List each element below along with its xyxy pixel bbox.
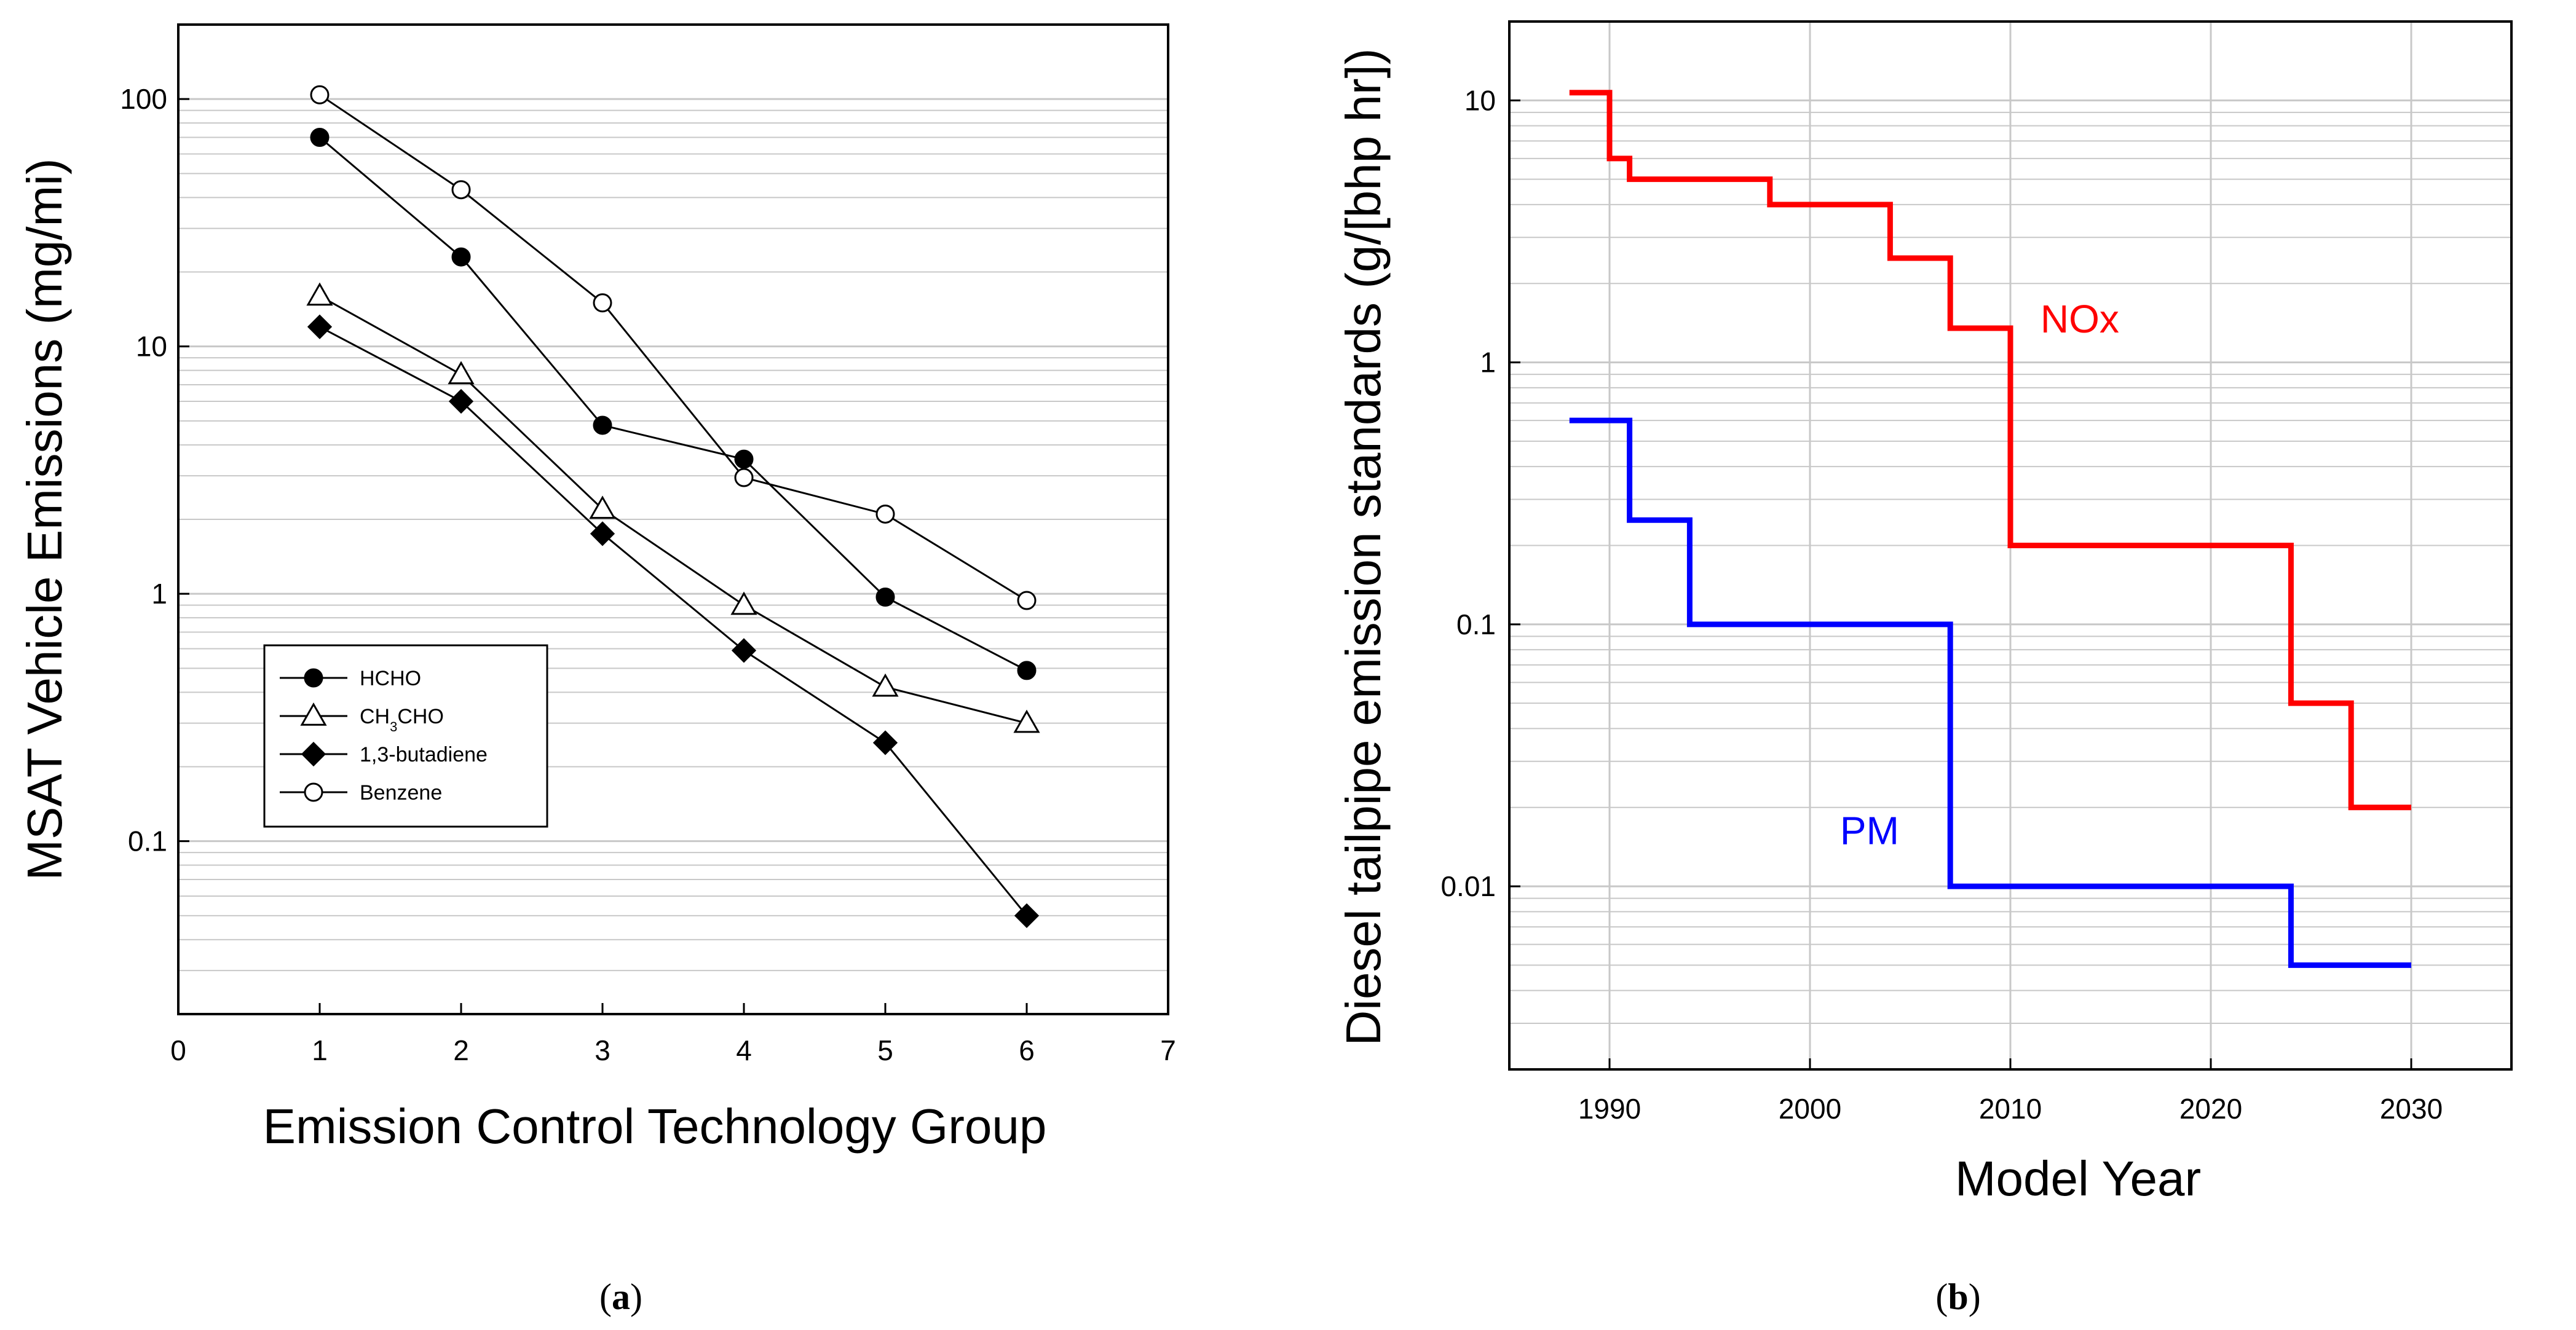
legend-marker-hcho	[304, 668, 323, 688]
data-point-ch3cho	[1013, 709, 1040, 733]
panel-a-label-letter: a	[612, 1277, 630, 1317]
series-line-benzene	[319, 94, 1027, 602]
legend-marker-1-3-butadiene	[301, 741, 326, 767]
panel-a-x-tick-label: 6	[1019, 1034, 1035, 1066]
data-point-hcho	[875, 587, 895, 607]
panel-b-y-tick-label: 0.01	[1440, 870, 1496, 902]
panel-a-y-tick-label: 1	[151, 578, 167, 610]
panel-b-chart: 1990 2000 2010 2020 2030 0.01 0.1 1 10 NOx PM Mo…	[1336, 20, 2513, 1317]
panel-a-x-ticks: 0 1 2 3 4 5 6 7	[170, 1003, 1176, 1066]
data-point-benzene	[875, 504, 895, 524]
panel-a-series	[306, 85, 1040, 928]
data-point-hcho	[734, 449, 754, 469]
panel-a-plot-frame	[177, 23, 1169, 1015]
legend-marker-ch3cho	[300, 702, 327, 726]
series-line-hcho	[319, 136, 1027, 672]
panel-a-x-tick-label: 0	[170, 1034, 186, 1066]
legend-label-hcho: HCHO	[360, 667, 421, 690]
panel-a-legend: HCHO CH3CHO 1,3-butadiene Benzene	[263, 644, 548, 828]
data-point-1-3-butadiene	[872, 730, 898, 755]
series-line-pm	[1569, 417, 2411, 968]
data-point-ch3cho	[306, 282, 333, 306]
panel-b-y-ticks: 0.01 0.1 1 10	[1440, 84, 1520, 902]
data-point-benzene	[734, 468, 754, 487]
data-point-ch3cho	[730, 591, 757, 615]
panel-b-x-tick-label: 2000	[1779, 1093, 1841, 1125]
panel-a-y-tick-label: 10	[136, 331, 167, 363]
panel-a-x-tick-label: 3	[595, 1034, 610, 1066]
panel-b-x-tick-label: 1990	[1578, 1093, 1641, 1125]
panel-a-x-tick-label: 2	[453, 1034, 469, 1066]
data-point-ch3cho	[448, 361, 475, 385]
panel-a-x-tick-label: 1	[312, 1034, 328, 1066]
panel-a-chart: 0 1 2 3 4 5 6 7 0.1 1 10 100 HCHO CH3CHO 1,3-butadie…	[17, 23, 1176, 1317]
data-point-benzene	[310, 85, 330, 104]
panel-a-x-tick-label: 7	[1160, 1034, 1176, 1066]
panel-a-y-tick-label: 0.1	[128, 825, 167, 857]
panel-a-x-tick-label: 4	[736, 1034, 752, 1066]
panel-b-y-axis-title: Diesel tailpipe emission standards (g/[b…	[1336, 48, 1391, 1045]
data-point-ch3cho	[589, 495, 616, 519]
series-line-nox	[1569, 90, 2411, 811]
panel-b-y-tick-label: 1	[1480, 347, 1496, 379]
series-label-nox: NOx	[2041, 297, 2119, 341]
panel-b-y-tick-label: 0.1	[1456, 608, 1496, 640]
data-point-hcho	[451, 247, 471, 267]
panel-b-x-axis-title: Model Year	[1955, 1151, 2201, 1206]
panel-a-grid	[178, 24, 1168, 1015]
panel-a-y-ticks: 0.1 1 10 100	[120, 83, 189, 857]
series-line-1-3-butadiene	[319, 326, 1028, 916]
panel-b-x-tick-label: 2030	[2380, 1093, 2443, 1125]
data-point-benzene	[451, 180, 471, 200]
data-point-hcho	[310, 128, 330, 148]
data-point-1-3-butadiene	[731, 638, 757, 663]
panel-b-x-tick-label: 2020	[2179, 1093, 2242, 1125]
panel-a-label: (a)	[599, 1277, 642, 1317]
panel-a-y-tick-label: 100	[120, 83, 167, 115]
panel-b-y-tick-label: 10	[1464, 84, 1496, 116]
data-point-hcho	[1017, 661, 1037, 680]
data-point-1-3-butadiene	[590, 521, 615, 546]
series-label-pm: PM	[1840, 808, 1899, 852]
data-point-1-3-butadiene	[307, 314, 333, 339]
legend-label-benzene: Benzene	[360, 781, 442, 805]
legend-label-ch3cho: CH3CHO	[360, 705, 444, 734]
panel-b-x-tick-label: 2010	[1979, 1093, 2042, 1125]
legend-marker-benzene	[304, 782, 323, 802]
panel-b-x-ticks: 1990 2000 2010 2020 2030	[1578, 1058, 2443, 1125]
legend-label-1-3-butadiene: 1,3-butadiene	[360, 743, 488, 766]
data-point-benzene	[1017, 591, 1037, 610]
data-point-1-3-butadiene	[448, 388, 474, 414]
panel-a-x-tick-label: 5	[877, 1034, 893, 1066]
data-point-benzene	[593, 293, 612, 313]
panel-b-label: (b)	[1935, 1277, 1980, 1317]
data-point-hcho	[593, 415, 612, 435]
panel-b-series: NOx PM	[1569, 90, 2411, 968]
panel-a-y-axis-title: MSAT Vehicle Emissions (mg/mi)	[17, 158, 72, 880]
panel-a-x-axis-title: Emission Control Technology Group	[263, 1099, 1047, 1154]
data-point-ch3cho	[872, 673, 899, 697]
series-line-ch3cho	[319, 295, 1027, 725]
data-point-1-3-butadiene	[1014, 903, 1040, 928]
panel-b-label-letter: b	[1948, 1277, 1968, 1317]
